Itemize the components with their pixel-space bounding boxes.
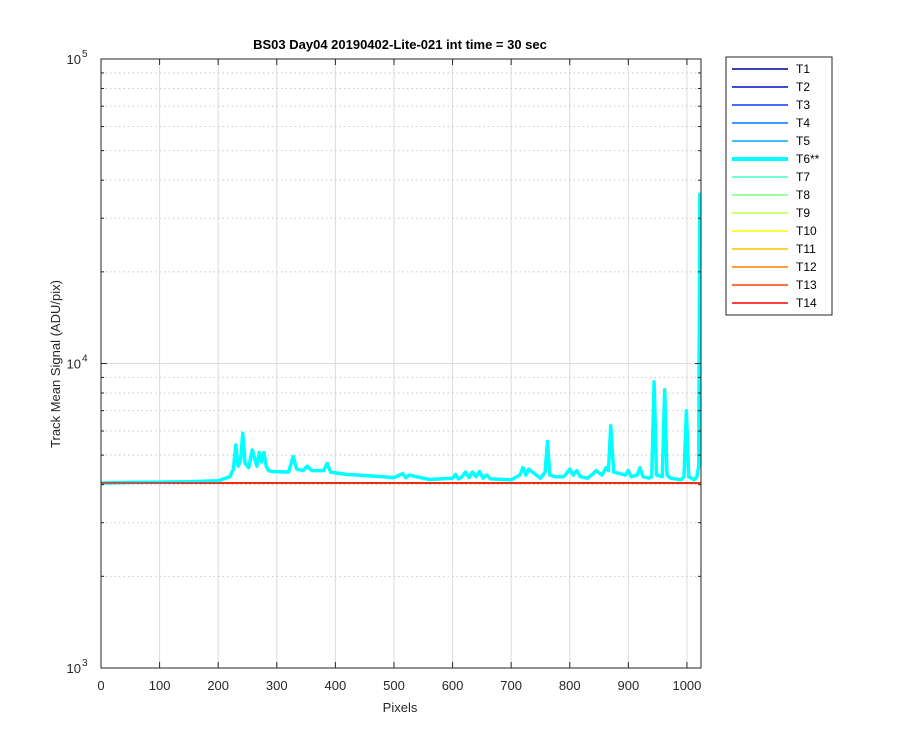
x-tick-label: 700 [500, 678, 522, 693]
x-axis-label: Pixels [383, 700, 418, 715]
y-tick-label: 10 [67, 661, 81, 676]
y-tick-label: 10 [67, 357, 81, 372]
x-tick-label: 800 [559, 678, 581, 693]
legend-entry-label: T4 [796, 116, 810, 130]
x-tick-label: 900 [617, 678, 639, 693]
x-tick-label: 200 [207, 678, 229, 693]
grid [101, 59, 701, 668]
y-tick-exponent: 4 [82, 354, 88, 365]
x-tick-label: 1000 [672, 678, 701, 693]
legend-entry-label: T11 [796, 242, 816, 256]
legend: T1 T2 T3 T4 T5 T6** T7 T8 T9 T10 T11 T12 T13 T14 [725, 56, 833, 316]
chart-title: BS03 Day04 20190402-Lite-021 int time = … [253, 37, 547, 52]
series-line-t6 [100, 192, 702, 485]
legend-entry-label: T2 [796, 80, 810, 94]
legend-entry-label: T14 [796, 296, 817, 310]
y-tick-exponent: 5 [82, 49, 88, 60]
legend-box [725, 56, 833, 316]
legend-entry-label: T12 [796, 260, 817, 274]
series-lines [100, 192, 702, 485]
x-tick-label: 0 [97, 678, 104, 693]
y-axis-label: Track Mean Signal (ADU/pix) [48, 280, 63, 448]
legend-entry-label: T7 [796, 170, 810, 184]
y-tick-exponent: 3 [82, 658, 88, 669]
x-tick-label: 300 [266, 678, 288, 693]
legend-entry-label: T1 [796, 62, 810, 76]
legend-entry-label: T3 [796, 98, 810, 112]
legend-entry-label: T10 [796, 224, 817, 238]
legend-entry-label: T13 [796, 278, 817, 292]
y-tick-label: 10 [67, 52, 81, 67]
legend-entry-label: T5 [796, 134, 810, 148]
x-tick-label: 400 [325, 678, 347, 693]
legend-entry-label: T9 [796, 206, 810, 220]
legend-entry-label: T6** [796, 152, 820, 166]
x-tick-label: 500 [383, 678, 405, 693]
x-tick-label: 600 [442, 678, 464, 693]
legend-entry-label: T8 [796, 188, 810, 202]
x-tick-label: 100 [149, 678, 171, 693]
